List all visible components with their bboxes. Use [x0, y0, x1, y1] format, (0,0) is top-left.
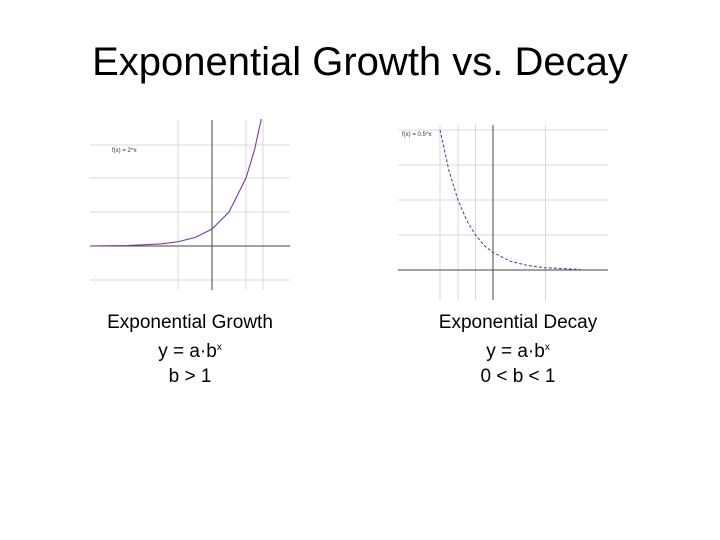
caption: Exponential Decay y = a·bx 0 < b < 1 — [388, 310, 648, 389]
growth-graph: f(x) = 2^x — [90, 118, 290, 290]
slide-title: Exponential Growth vs. Decay — [92, 40, 628, 84]
caption-line: y = a·bx — [60, 335, 320, 364]
caption-line: y = a·bx — [388, 335, 648, 364]
caption-line: b > 1 — [168, 366, 212, 387]
caption-line: 0 < b < 1 — [480, 366, 556, 387]
caption: Exponential Growth y = a·bx b > 1 — [60, 310, 320, 389]
formula: y = a·b — [158, 341, 217, 362]
formula: y = a·b — [486, 341, 545, 362]
exponent: x — [216, 342, 222, 353]
caption-line: Exponential Decay — [438, 312, 598, 333]
decay-graph: f(x) = 0.5^x — [398, 125, 608, 300]
graph-label: f(x) = 0.5^x — [402, 132, 432, 138]
caption-line: Exponential Growth — [107, 312, 273, 333]
graph-label: f(x) = 2^x — [112, 148, 137, 154]
exponent: x — [544, 342, 550, 353]
